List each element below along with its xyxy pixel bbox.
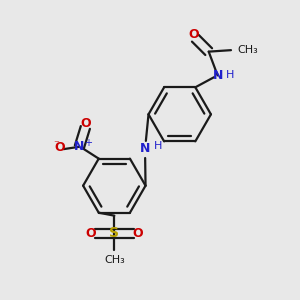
Text: H: H bbox=[226, 70, 234, 80]
Text: N: N bbox=[140, 142, 151, 155]
Text: H: H bbox=[154, 140, 162, 151]
Text: ⁻: ⁻ bbox=[53, 140, 59, 149]
Text: CH₃: CH₃ bbox=[104, 255, 125, 265]
Text: O: O bbox=[55, 141, 65, 154]
Text: +: + bbox=[84, 138, 92, 148]
Text: O: O bbox=[133, 227, 143, 240]
Text: O: O bbox=[81, 117, 91, 130]
Text: S: S bbox=[109, 226, 119, 241]
Text: N: N bbox=[212, 69, 223, 82]
Text: O: O bbox=[85, 227, 96, 240]
Text: CH₃: CH₃ bbox=[237, 45, 258, 55]
Text: O: O bbox=[188, 28, 199, 41]
Text: N: N bbox=[74, 140, 85, 153]
